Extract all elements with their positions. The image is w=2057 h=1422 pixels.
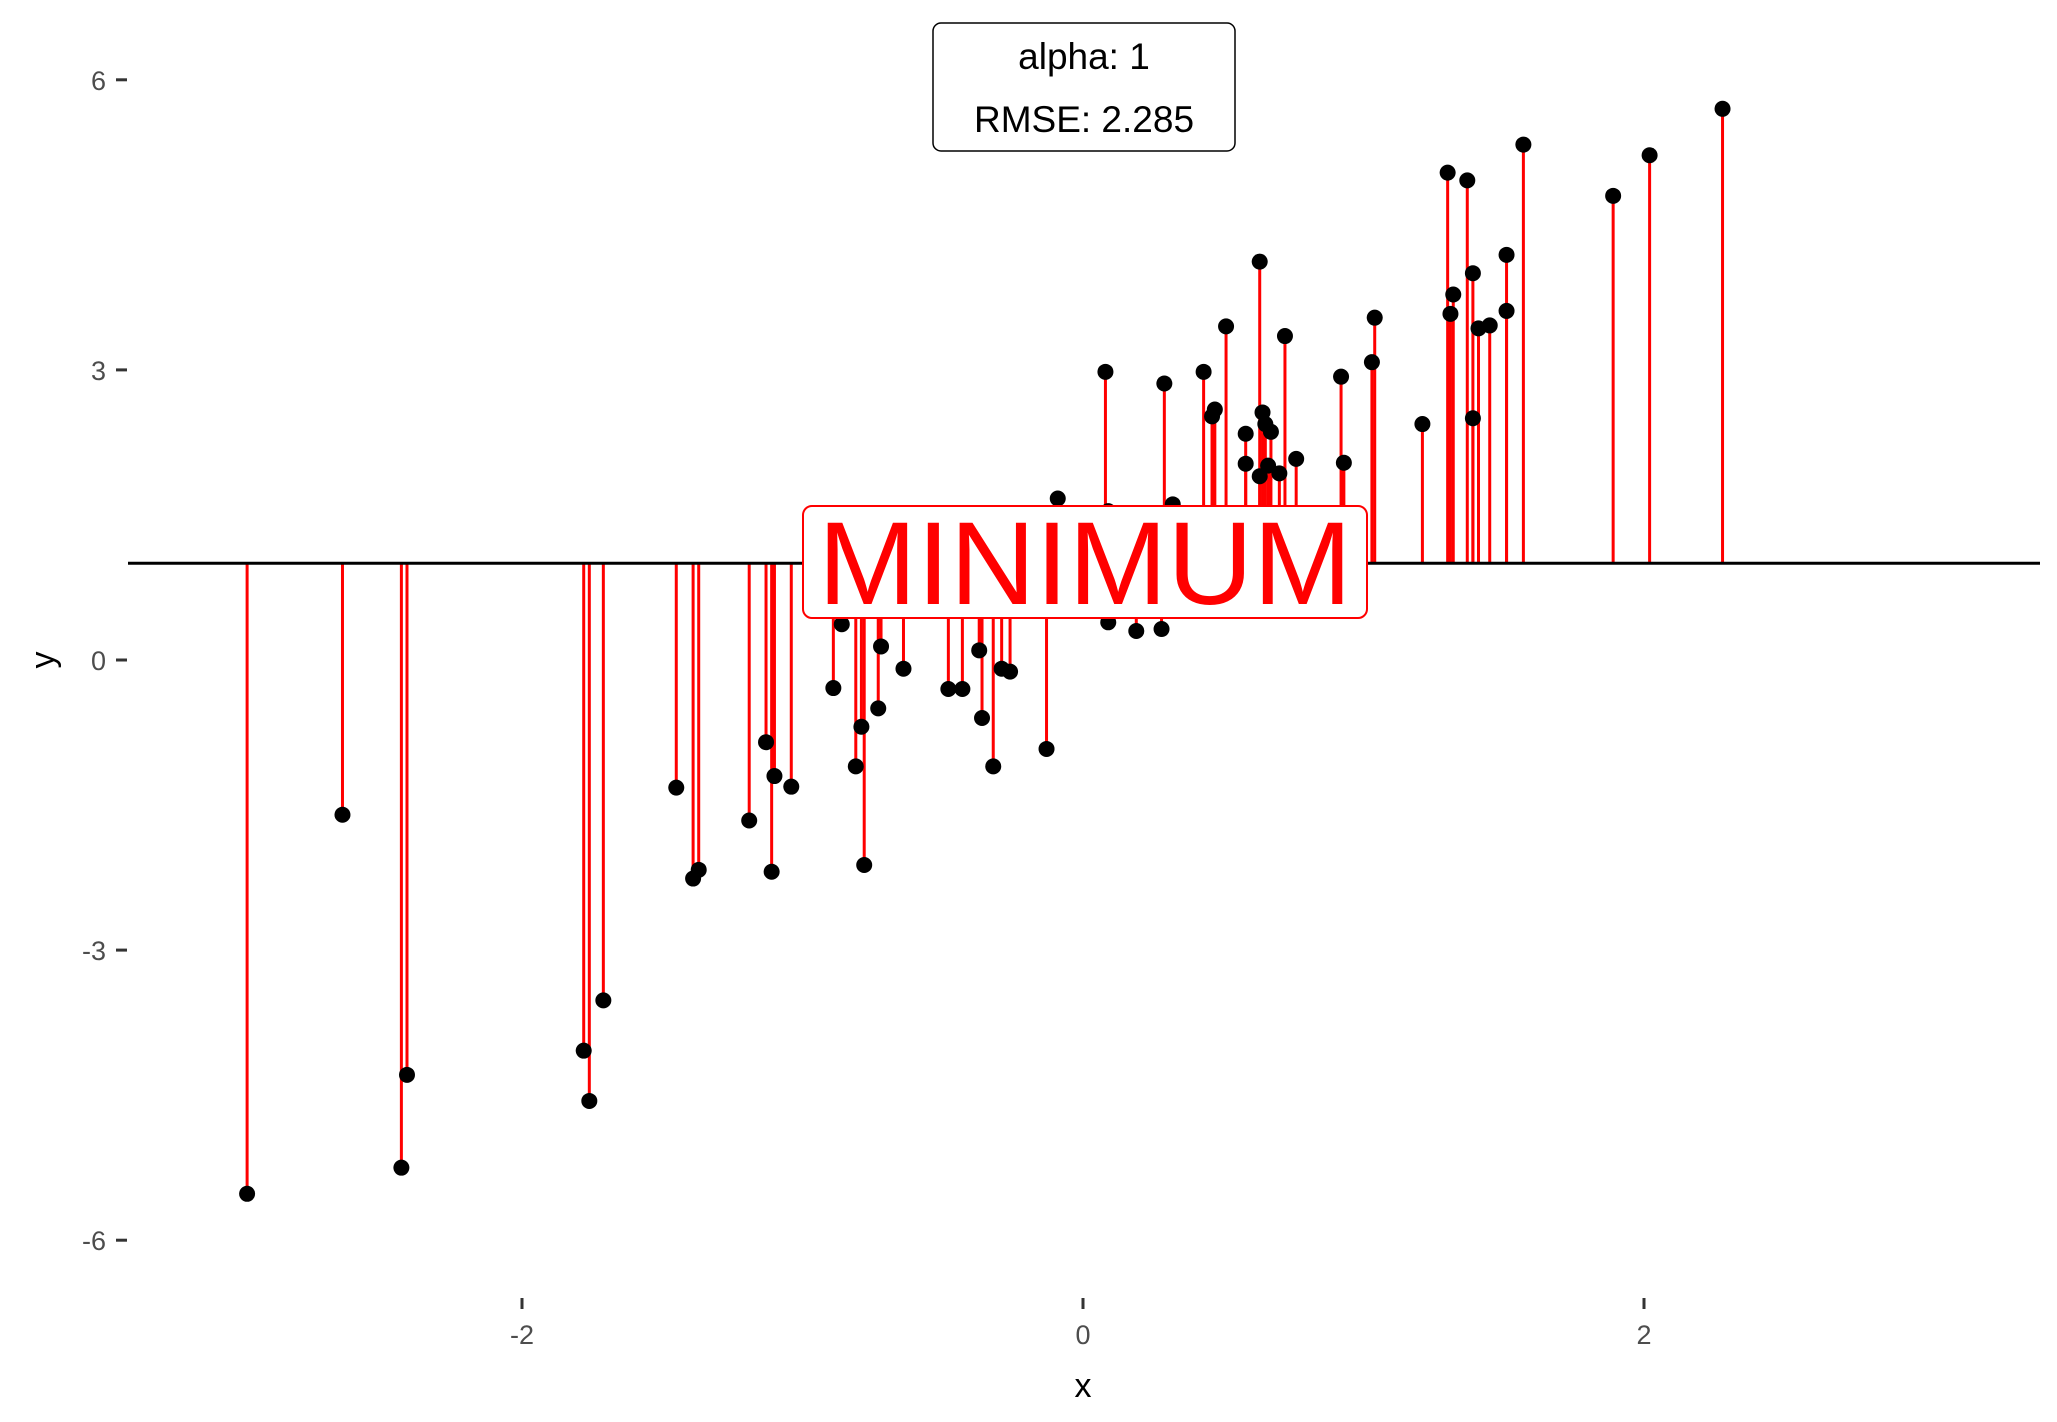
y-tick-label: 0	[91, 646, 106, 676]
rmse-label: RMSE: 2.285	[974, 99, 1194, 140]
data-point	[1002, 663, 1019, 680]
data-point	[1439, 164, 1456, 181]
data-point	[940, 681, 957, 698]
y-tick-label: 6	[91, 66, 106, 96]
data-point	[1038, 740, 1055, 757]
data-point	[1641, 147, 1658, 164]
data-point	[690, 861, 707, 878]
data-point	[1260, 457, 1277, 474]
data-point	[1459, 172, 1476, 189]
minimum-label-text: MINIMUM	[818, 498, 1352, 630]
data-point	[1442, 305, 1459, 322]
stats-annotation: alpha: 1 RMSE: 2.285	[932, 22, 1236, 152]
y-axis-title: y	[24, 652, 62, 669]
data-point	[870, 700, 887, 717]
data-point	[766, 768, 783, 785]
data-point	[1271, 465, 1288, 482]
data-point	[1218, 318, 1235, 335]
data-point	[1237, 425, 1254, 442]
x-tick-label: 0	[1075, 1320, 1090, 1350]
residual-lines	[245, 108, 1725, 1194]
data-point	[971, 642, 988, 659]
data-point	[1515, 136, 1532, 153]
data-point	[1097, 363, 1114, 380]
data-point	[1156, 375, 1173, 392]
data-point	[873, 638, 890, 655]
data-point	[895, 660, 912, 677]
data-point	[1414, 416, 1431, 433]
data-point	[1481, 317, 1498, 334]
minimum-label-box	[802, 505, 1368, 619]
data-point	[974, 710, 991, 727]
data-point	[1153, 621, 1170, 638]
data-point	[758, 734, 775, 751]
data-point	[1335, 454, 1352, 471]
data-point	[1363, 354, 1380, 371]
data-point	[741, 812, 758, 829]
data-point	[1498, 302, 1515, 319]
y-axis: -6 -3 0 3 6	[82, 66, 127, 1256]
data-point	[825, 680, 842, 697]
data-point	[1464, 265, 1481, 282]
data-point	[1049, 490, 1066, 507]
data-point	[1288, 450, 1305, 467]
data-point	[1445, 286, 1462, 303]
data-point	[853, 718, 870, 735]
data-point	[1464, 410, 1481, 427]
y-tick-label: 3	[91, 356, 106, 386]
y-tick-label: -6	[82, 1226, 106, 1256]
data-point	[595, 992, 612, 1009]
data-point	[1276, 328, 1293, 345]
x-axis-title: x	[1075, 1367, 1092, 1405]
x-axis: -2 0 2	[510, 1298, 1652, 1350]
data-point	[847, 758, 864, 775]
minimum-label: MINIMUM	[802, 498, 1368, 630]
data-point	[1262, 423, 1279, 440]
data-point	[856, 857, 873, 874]
x-tick-label: 2	[1636, 1320, 1651, 1350]
data-point	[668, 779, 685, 796]
data-point	[783, 778, 800, 795]
data-point	[581, 1092, 598, 1109]
data-point	[833, 616, 850, 633]
data-point	[1128, 622, 1145, 639]
data-point	[1605, 187, 1622, 204]
data-point	[575, 1042, 592, 1059]
data-points	[239, 100, 1731, 1202]
data-point	[1206, 401, 1223, 418]
data-point	[334, 806, 351, 823]
data-point	[1498, 246, 1515, 263]
data-point	[398, 1066, 415, 1083]
data-point	[763, 863, 780, 880]
x-tick-label: -2	[510, 1320, 534, 1350]
data-point	[1251, 253, 1268, 270]
data-point	[1237, 455, 1254, 472]
data-point	[239, 1185, 256, 1202]
data-point	[1195, 363, 1212, 380]
data-point	[1714, 100, 1731, 117]
data-point	[1366, 309, 1383, 326]
alpha-label: alpha: 1	[1018, 36, 1150, 77]
data-point	[954, 681, 971, 698]
data-point	[1333, 368, 1350, 385]
y-tick-label: -3	[82, 936, 106, 966]
stats-annotation-box	[932, 22, 1236, 152]
data-point	[393, 1159, 410, 1176]
data-point	[985, 758, 1002, 775]
